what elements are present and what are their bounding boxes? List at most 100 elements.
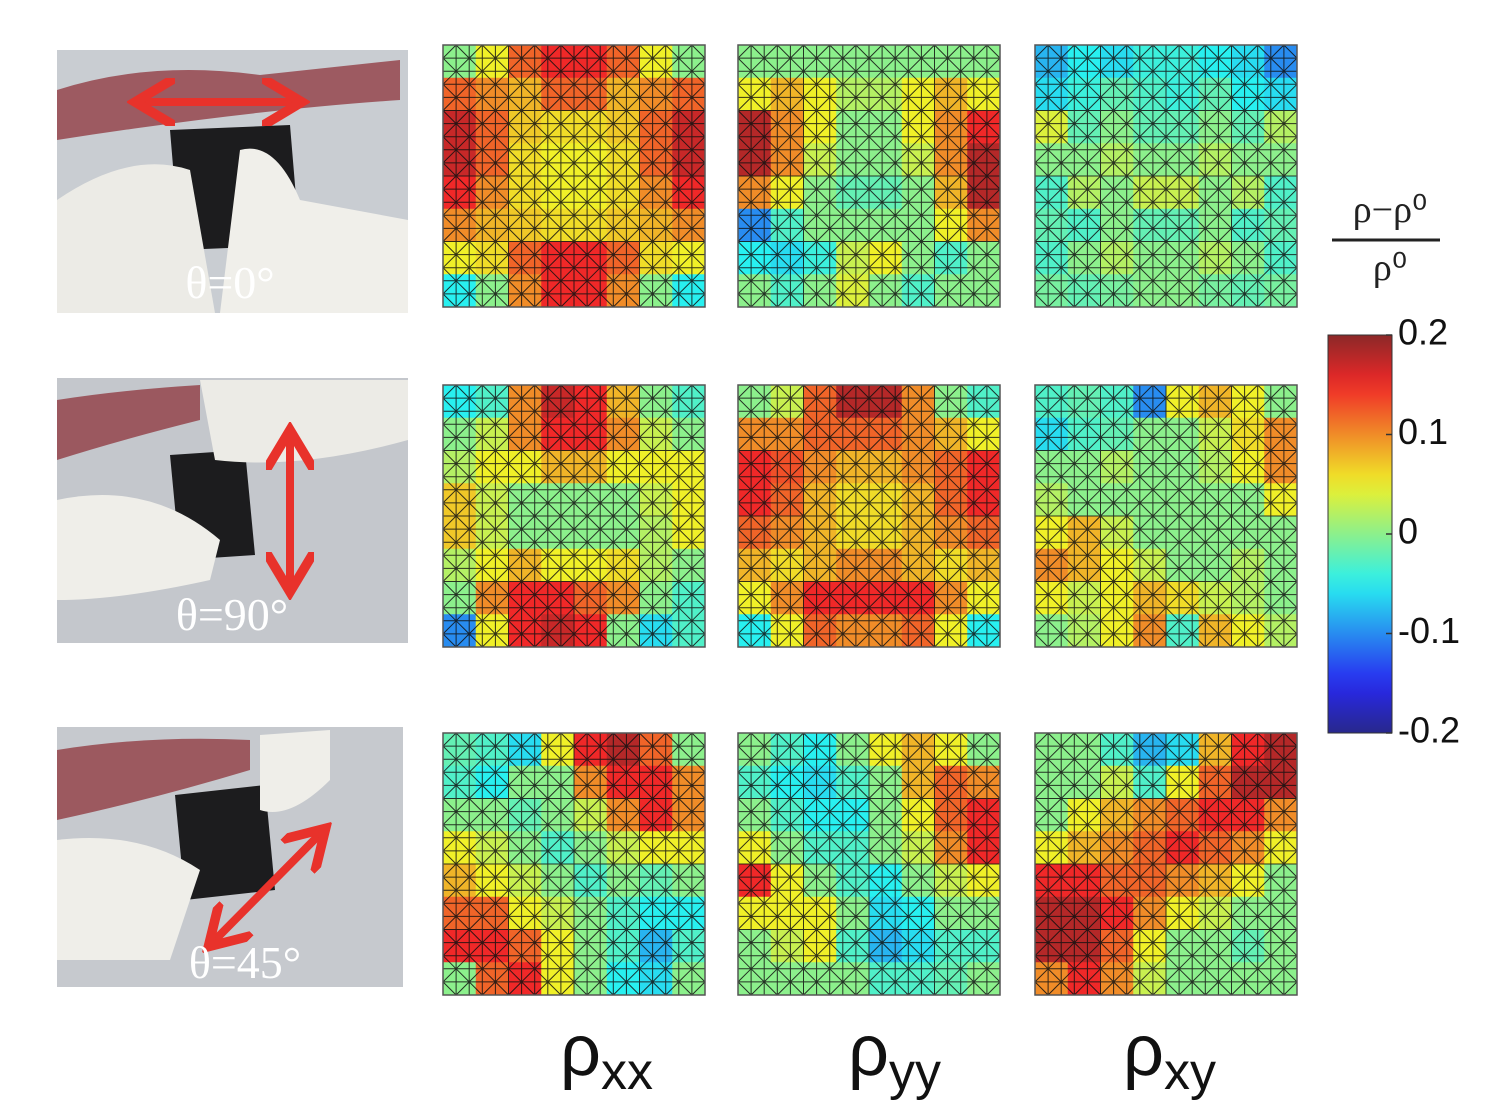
heatmap-cell: [443, 614, 477, 648]
heatmap-cell: [1166, 143, 1200, 177]
heatmap-cell: [869, 831, 903, 865]
heatmap-cell: [672, 733, 706, 767]
heatmap-cell: [869, 274, 903, 308]
heatmap-cell: [869, 385, 903, 419]
heatmap-cell: [1198, 208, 1232, 242]
heatmap-cell: [1264, 962, 1298, 996]
heatmap-border: [442, 44, 706, 308]
heatmap-cell: [934, 548, 968, 582]
column-subscript: yy: [889, 1043, 941, 1101]
heatmap-cell: [967, 733, 1001, 767]
heatmap-cell: [1166, 45, 1200, 79]
heatmap-cell: [443, 733, 477, 767]
heatmap-cell: [541, 516, 575, 550]
heatmap-cell: [1198, 581, 1232, 615]
heatmap-cell: [672, 143, 706, 177]
heatmap-cell: [672, 962, 706, 996]
heatmap-cell: [1166, 614, 1200, 648]
heatmap-cell: [1035, 483, 1069, 517]
heatmap-cell: [1133, 733, 1167, 767]
heatmap-cell: [1035, 614, 1069, 648]
heatmap-cell: [1133, 385, 1167, 419]
photo: [57, 727, 403, 987]
heatmap-cell: [1231, 241, 1265, 275]
heatmap-cell: [541, 143, 575, 177]
colorbar-tick-label: -0.1: [1398, 610, 1460, 651]
heatmap-cell: [738, 143, 772, 177]
heatmap-cell: [672, 516, 706, 550]
heatmap-cell: [770, 208, 804, 242]
heatmap-cell: [1100, 110, 1134, 144]
heatmap-cell: [1198, 450, 1232, 484]
heatmap-cell: [1166, 962, 1200, 996]
heatmap-cell: [541, 614, 575, 648]
heatmap-cell: [639, 581, 673, 615]
heatmap: [737, 44, 1001, 308]
heatmap-cell: [541, 45, 575, 79]
heatmap-cell: [574, 385, 608, 419]
heatmap-cell: [672, 864, 706, 898]
heatmap-cell: [1264, 831, 1298, 865]
heatmap-cell: [901, 450, 935, 484]
heatmap-cell: [606, 241, 640, 275]
heatmap-cell: [606, 896, 640, 930]
heatmap-cell: [541, 483, 575, 517]
heatmap-cell: [475, 417, 509, 451]
heatmap-cell: [967, 385, 1001, 419]
column-subscript: xx: [601, 1043, 653, 1101]
heatmap-cell: [738, 516, 772, 550]
heatmap-cell: [1067, 548, 1101, 582]
heatmap-cell: [508, 77, 542, 111]
heatmap-cell: [934, 929, 968, 963]
heatmap-cell: [1264, 864, 1298, 898]
heatmap-cell: [803, 765, 837, 799]
heatmap-cell: [738, 831, 772, 865]
heatmap-cell: [1133, 143, 1167, 177]
heatmap-cell: [1198, 110, 1232, 144]
heatmap-cell: [967, 45, 1001, 79]
heatmap-cell: [1264, 176, 1298, 210]
heatmap-cell: [1035, 733, 1069, 767]
heatmap-cell: [606, 77, 640, 111]
heatmap-border: [737, 732, 1001, 996]
column-symbol: ρ: [560, 1011, 601, 1091]
heatmap-cell: [934, 208, 968, 242]
heatmap-cell: [672, 831, 706, 865]
heatmap-cell: [1198, 417, 1232, 451]
heatmap-cell: [1264, 516, 1298, 550]
heatmap-cell: [574, 143, 608, 177]
heatmap-cell: [934, 417, 968, 451]
heatmap-cell: [770, 581, 804, 615]
heatmap-cell: [967, 143, 1001, 177]
heatmap-cell: [672, 385, 706, 419]
heatmap-cell: [475, 77, 509, 111]
heatmap-cell: [508, 450, 542, 484]
heatmap-cell: [967, 176, 1001, 210]
heatmap-cell: [475, 798, 509, 832]
heatmap-cell: [836, 45, 870, 79]
heatmap-cell: [1100, 765, 1134, 799]
heatmap-border: [737, 44, 1001, 308]
heatmap-cell: [770, 765, 804, 799]
heatmap-border: [737, 384, 1001, 648]
heatmap-cell: [508, 241, 542, 275]
heatmap-cell: [770, 548, 804, 582]
heatmap-cell: [443, 274, 477, 308]
heatmap-cell: [1166, 864, 1200, 898]
colorbar-tick-label: -0.2: [1398, 710, 1460, 751]
heatmap-cell: [508, 896, 542, 930]
heatmap-cell: [1067, 110, 1101, 144]
colorbar-tick-label: 0.1: [1398, 411, 1448, 452]
heatmap-cell: [574, 614, 608, 648]
mesh: [1034, 384, 1298, 648]
heatmap-cell: [672, 274, 706, 308]
heatmap-cell: [1198, 241, 1232, 275]
heatmap-cell: [836, 274, 870, 308]
heatmap-cell: [1067, 798, 1101, 832]
heatmap-cell: [1198, 548, 1232, 582]
heatmap-border: [1034, 44, 1298, 308]
mesh: [737, 44, 1001, 308]
heatmap-cell: [967, 483, 1001, 517]
heatmap-cell: [1035, 962, 1069, 996]
heatmap-cell: [836, 864, 870, 898]
